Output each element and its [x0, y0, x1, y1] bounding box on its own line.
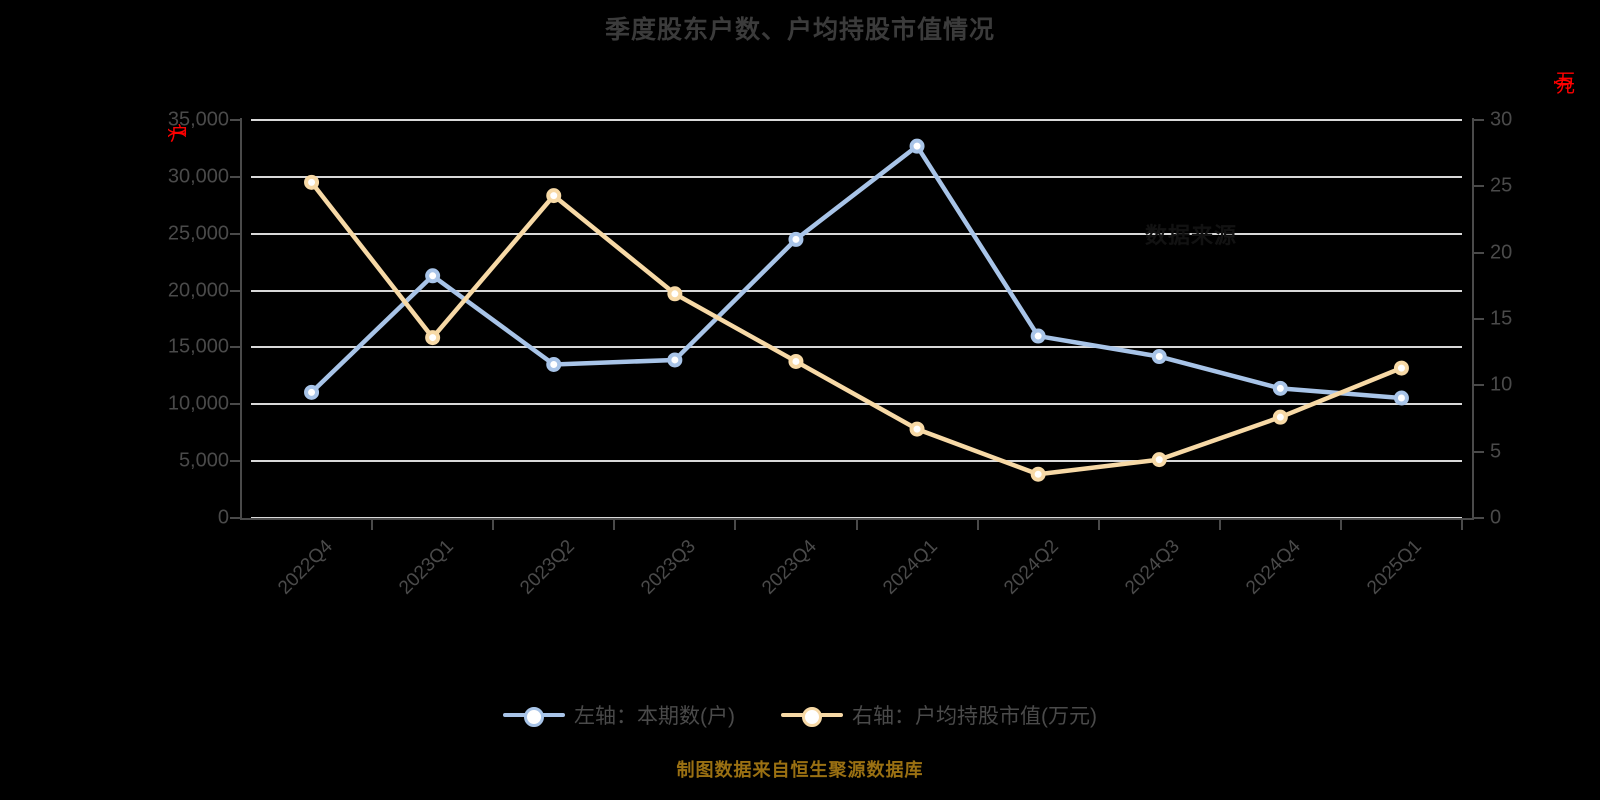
right-axis-tick-label: 20 [1490, 241, 1513, 264]
left-axis-tick-label: 20,000 [167, 279, 229, 302]
left-axis-tick [230, 460, 240, 463]
data-point[interactable] [1393, 360, 1409, 376]
gridline [251, 232, 1462, 235]
x-axis-line [240, 518, 1472, 520]
x-axis-tick [613, 520, 616, 530]
right-axis-tick-label: 15 [1490, 307, 1513, 330]
data-point[interactable] [909, 421, 925, 437]
right-axis-tick [1474, 119, 1484, 121]
data-point[interactable] [1030, 466, 1046, 482]
data-point[interactable] [909, 138, 925, 154]
x-axis-tick-label: 2024Q4 [1242, 536, 1306, 599]
x-axis-tick-label: 2024Q2 [1000, 536, 1063, 599]
legend-marker-icon [781, 704, 843, 727]
x-axis-tick-label: 2024Q3 [1121, 536, 1185, 599]
left-axis-tick-label: 10,000 [167, 392, 229, 415]
data-point[interactable] [788, 231, 804, 247]
right-axis-line [1472, 118, 1474, 520]
left-axis-tick [230, 232, 240, 235]
x-axis-tick [976, 520, 979, 530]
right-axis-tick-label: 5 [1490, 440, 1502, 463]
x-axis-tick [371, 520, 374, 530]
left-axis-tick-label: 25,000 [167, 222, 229, 245]
x-axis-tick-label: 2023Q3 [637, 536, 700, 599]
data-point[interactable] [667, 352, 683, 368]
left-axis-tick [230, 403, 240, 406]
legend-label: 左轴：本期数(户) [574, 705, 735, 728]
data-point[interactable] [425, 330, 441, 346]
right-axis-tick [1474, 251, 1484, 254]
left-axis-tick [230, 289, 240, 292]
page-title: 季度股东户数、户均持股市值情况 [604, 16, 995, 44]
right-axis-tick-label: 30 [1490, 108, 1513, 131]
x-axis-tick-label: 2023Q1 [394, 536, 458, 599]
x-axis-tick [1097, 520, 1100, 530]
right-axis-tick-label: 0 [1490, 506, 1502, 529]
x-axis-tick-label: 2022Q4 [273, 536, 337, 599]
data-point[interactable] [304, 384, 320, 400]
plot-area: 0 5,000 10,000 15,000 20,000 25,000 30,000 35,0… [168, 109, 1512, 599]
left-axis-tick-label: 5,000 [178, 449, 229, 472]
gridline [251, 175, 1462, 178]
series-line-1 [309, 143, 1404, 401]
gridline [251, 289, 1462, 292]
right-axis-tick-label: 10 [1490, 373, 1513, 396]
left-axis-tick [230, 119, 240, 121]
x-axis-tick-label: 2023Q4 [758, 536, 821, 599]
data-point[interactable] [425, 268, 441, 284]
gridline [251, 403, 1462, 406]
right-axis-tick [1474, 517, 1484, 519]
data-point[interactable] [667, 286, 683, 302]
x-axis-tick-label: 2025Q1 [1363, 536, 1427, 599]
left-axis-line [240, 118, 242, 520]
left-axis-tick-label: 0 [217, 506, 229, 529]
left-axis-tick [230, 517, 240, 519]
legend-item-2[interactable]: 右轴：户均持股市值(万元) [781, 700, 1097, 730]
right-axis-tick [1474, 318, 1484, 320]
chart-watermark: 数据来源 [1144, 223, 1237, 248]
right-axis-tick [1474, 384, 1484, 387]
legend-item-1[interactable]: 左轴：本期数(户) [503, 700, 735, 730]
x-axis-tick [492, 520, 495, 530]
data-point[interactable] [304, 174, 320, 190]
gridline [251, 460, 1462, 463]
data-point[interactable] [1272, 409, 1288, 425]
left-axis-tick-label: 35,000 [167, 108, 229, 131]
chart-legend: 左轴：本期数(户) 右轴：户均持股市值(万元) [0, 700, 1600, 730]
data-point[interactable] [1151, 349, 1167, 365]
x-axis-tick-label: 2023Q2 [515, 536, 579, 599]
data-point[interactable] [1393, 390, 1409, 406]
data-point[interactable] [1030, 328, 1046, 344]
left-axis-tick-label: 15,000 [167, 335, 229, 358]
data-point[interactable] [1272, 380, 1288, 396]
legend-marker-icon [503, 704, 565, 727]
x-axis-tick [1461, 520, 1463, 530]
x-axis-tick [1218, 520, 1221, 530]
x-axis-tick-label: 2024Q1 [879, 536, 942, 599]
right-axis-tick [1474, 185, 1484, 188]
gridline [251, 119, 1462, 121]
right-axis-tick [1474, 450, 1484, 453]
series-lines [304, 138, 1409, 482]
series-line-2 [309, 180, 1404, 477]
footer-note: 制图数据来自恒生聚源数据库 [676, 760, 924, 780]
left-axis-tick-label: 30,000 [167, 165, 229, 188]
x-axis-tick [855, 520, 858, 530]
x-axis-tick [734, 520, 737, 530]
left-axis-tick [230, 175, 240, 178]
left-axis-tick [230, 346, 240, 349]
gridline [251, 346, 1462, 349]
data-point[interactable] [788, 353, 804, 369]
data-point[interactable] [546, 188, 562, 204]
x-axis-tick [1339, 520, 1342, 530]
right-axis-tick-label: 25 [1490, 174, 1513, 197]
data-point[interactable] [1151, 452, 1167, 468]
legend-label: 右轴：户均持股市值(万元) [852, 705, 1097, 728]
data-point[interactable] [546, 356, 562, 372]
